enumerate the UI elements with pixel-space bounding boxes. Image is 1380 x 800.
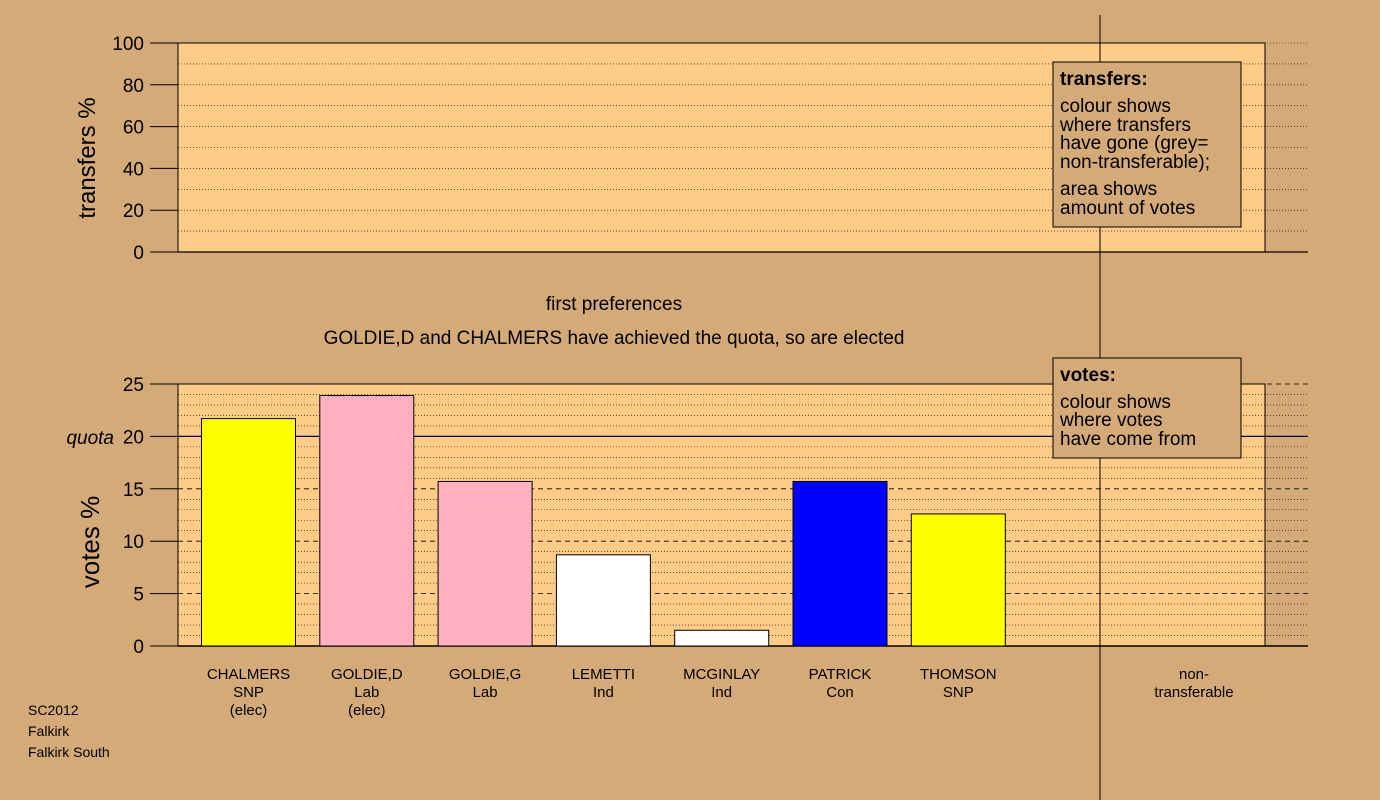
x-label: (elec) bbox=[230, 702, 268, 719]
transfers-y-axis-label: transfers % bbox=[74, 97, 101, 218]
votes-legend-line: have come from bbox=[1060, 429, 1196, 450]
votes-y-tick-label: 10 bbox=[123, 532, 144, 553]
footer-line: SC2012 bbox=[28, 702, 79, 718]
transfers-legend-line: amount of votes bbox=[1060, 198, 1195, 219]
transfers-y-tick-label: 100 bbox=[112, 34, 144, 55]
footer-info: SC2012 Falkirk Falkirk South bbox=[28, 702, 110, 760]
votes-y-tick-label: 20 bbox=[123, 427, 144, 448]
transfers-legend-line: have gone (grey= bbox=[1060, 133, 1208, 154]
transfers-y-ticks: 0 20 40 60 80 100 bbox=[112, 34, 178, 264]
transfers-y-tick-label: 60 bbox=[123, 118, 144, 139]
x-label: (elec) bbox=[348, 702, 386, 719]
votes-legend-title: votes: bbox=[1060, 365, 1116, 386]
votes-legend-line: colour shows bbox=[1060, 392, 1171, 413]
chart-subtitle: GOLDIE,D and CHALMERS have achieved the … bbox=[324, 328, 905, 349]
votes-y-tick-label: 15 bbox=[123, 480, 144, 501]
bar-goldie-g bbox=[437, 480, 533, 647]
transfers-y-tick-label: 0 bbox=[133, 243, 144, 264]
bar-thomson bbox=[910, 513, 1006, 647]
x-label: GOLDIE,G bbox=[449, 666, 522, 683]
x-label: Lab bbox=[354, 684, 379, 701]
transfers-y-tick-label: 40 bbox=[123, 159, 144, 180]
transfers-y-tick-label: 80 bbox=[123, 76, 144, 97]
x-label: GOLDIE,D bbox=[331, 666, 403, 683]
transfers-legend-title: transfers: bbox=[1060, 69, 1148, 90]
footer-line: Falkirk bbox=[28, 723, 70, 739]
footer-line: Falkirk South bbox=[28, 744, 110, 760]
x-label: CHALMERS bbox=[207, 666, 290, 683]
x-label: MCGINLAY bbox=[683, 666, 760, 683]
nontransferable-label: non- bbox=[1179, 666, 1209, 683]
x-label: Con bbox=[826, 684, 854, 701]
votes-y-tick-label: 25 bbox=[123, 375, 144, 396]
bar-chalmers bbox=[201, 418, 296, 647]
transfers-legend-box bbox=[1052, 61, 1242, 228]
quota-label: quota bbox=[66, 428, 114, 449]
votes-bars bbox=[201, 395, 1006, 647]
x-label: PATRICK bbox=[809, 666, 872, 683]
transfers-legend-line: non-transferable); bbox=[1060, 152, 1210, 173]
votes-y-tick-label: 5 bbox=[133, 585, 144, 606]
bar-lemetti bbox=[555, 554, 651, 647]
bar-patrick bbox=[792, 480, 888, 647]
x-label: Lab bbox=[473, 684, 498, 701]
transfers-gridlines bbox=[178, 42, 1308, 253]
x-label: SNP bbox=[233, 684, 264, 701]
bar-mcginlay bbox=[674, 629, 770, 647]
x-label: LEMETTI bbox=[572, 666, 635, 683]
x-label: Ind bbox=[593, 684, 614, 701]
transfers-legend-line: where transfers bbox=[1059, 115, 1191, 136]
x-label: THOMSON bbox=[920, 666, 997, 683]
votes-x-labels: CHALMERSSNP(elec)GOLDIE,DLab(elec)GOLDIE… bbox=[207, 666, 1234, 719]
transfers-legend-line: colour shows bbox=[1060, 96, 1171, 117]
bar-goldie-d bbox=[319, 395, 415, 647]
chart-title: first preferences bbox=[546, 294, 682, 315]
nontransferable-label: transferable bbox=[1154, 684, 1233, 701]
x-label: Ind bbox=[711, 684, 732, 701]
votes-y-tick-label: 0 bbox=[133, 637, 144, 658]
votes-legend-line: where votes bbox=[1059, 410, 1162, 431]
x-label: SNP bbox=[943, 684, 974, 701]
transfers-y-tick-label: 20 bbox=[123, 201, 144, 222]
votes-y-axis-label: votes % bbox=[75, 496, 105, 589]
votes-legend-box bbox=[1052, 357, 1242, 459]
transfers-legend-line: area shows bbox=[1060, 179, 1157, 200]
votes-y-ticks: 0 5 10 15 20 25 bbox=[123, 375, 178, 658]
